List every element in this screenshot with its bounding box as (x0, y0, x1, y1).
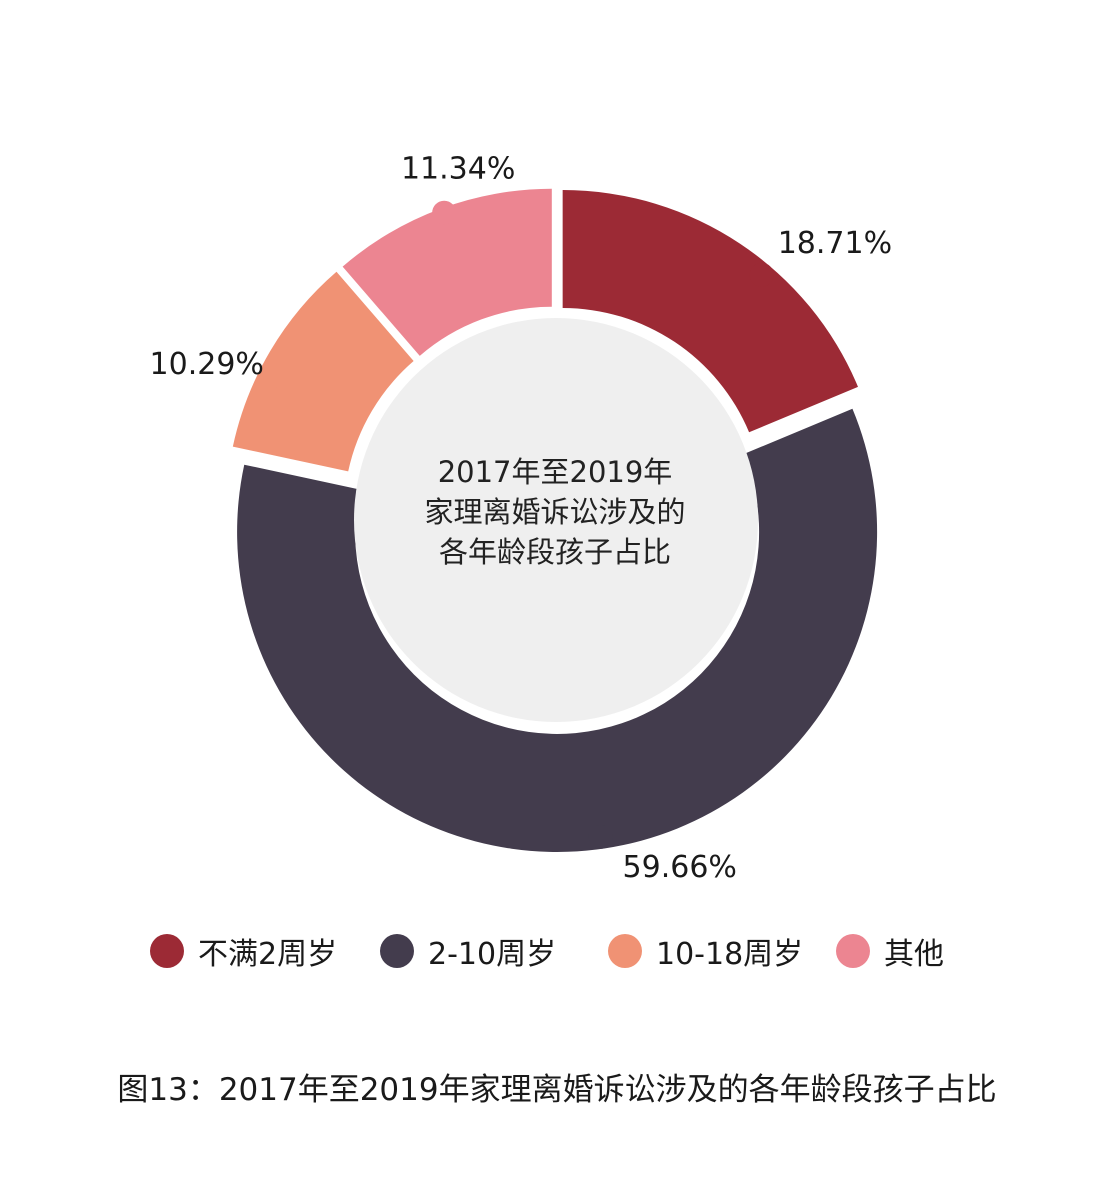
slice-2 (232, 271, 414, 472)
center-disc (354, 318, 758, 722)
legend-label: 不满2周岁 (198, 937, 338, 972)
slice-0 (562, 190, 858, 433)
legend-item-other: 其他 (836, 929, 944, 973)
slice-marker-1 (588, 824, 613, 849)
legend: 不满2周岁 2-10周岁 10-18周岁 其他 (150, 929, 970, 973)
legend-item-2-10: 2-10周岁 (380, 929, 556, 973)
slice-marker-0 (749, 262, 774, 287)
slice-1 (237, 408, 878, 852)
value-label-0: 18.71% (778, 226, 892, 261)
center-title-line-2: 家理离婚诉讼涉及的 (424, 495, 686, 529)
figure-caption: 图13：2017年至2019年家理离婚诉讼涉及的各年龄段孩子占比 (117, 1072, 997, 1108)
legend-item-10-18: 10-18周岁 (608, 929, 803, 973)
slice-marker-2 (269, 385, 294, 410)
value-label-2: 10.29% (150, 347, 264, 382)
legend-swatch (380, 934, 414, 968)
slice-marker-3 (432, 200, 457, 225)
center-title-line-1: 2017年至2019年 (437, 455, 673, 489)
center-title: 2017年至2019年 家理离婚诉讼涉及的 各年龄段孩子占比 (355, 452, 755, 572)
center-title-line-3: 各年龄段孩子占比 (438, 535, 671, 569)
slice-3 (342, 188, 552, 356)
legend-label: 10-18周岁 (656, 937, 804, 972)
legend-item-under-2: 不满2周岁 (150, 929, 337, 973)
value-label-1: 59.66% (623, 850, 737, 885)
slices-layer (232, 188, 878, 852)
legend-label: 其他 (884, 937, 944, 972)
legend-swatch (150, 934, 184, 968)
value-label-3: 11.34% (401, 152, 515, 187)
legend-label: 2-10周岁 (428, 937, 557, 972)
legend-swatch (608, 934, 642, 968)
labels-layer: 18.71% 59.66% 10.29% 11.34% (150, 152, 893, 885)
legend-swatch (836, 934, 870, 968)
